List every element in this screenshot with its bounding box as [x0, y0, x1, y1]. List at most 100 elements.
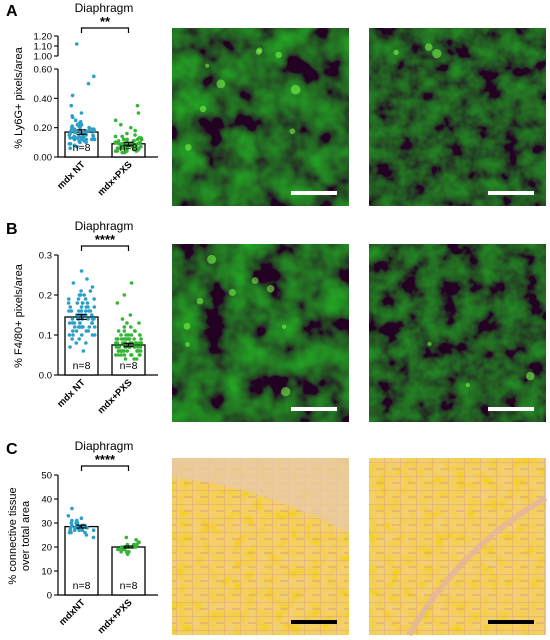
- data-point: [78, 321, 82, 325]
- fluorescent-spot: [251, 277, 259, 285]
- data-point: [76, 325, 81, 329]
- data-point: [68, 345, 72, 349]
- fluorescent-spot: [427, 341, 432, 347]
- data-point: [77, 124, 81, 128]
- data-point: [92, 325, 97, 329]
- data-point: [132, 357, 136, 361]
- data-point: [79, 289, 83, 293]
- data-point: [120, 142, 124, 146]
- data-point: [90, 137, 94, 142]
- data-point: [134, 538, 138, 542]
- data-point: [75, 518, 79, 523]
- data-point: [74, 341, 79, 345]
- data-point: [133, 341, 138, 345]
- data-point: [87, 325, 92, 329]
- data-point: [69, 530, 73, 535]
- data-point: [119, 333, 123, 337]
- data-point: [135, 137, 140, 142]
- data-point: [114, 337, 119, 341]
- scale-bar: [291, 620, 337, 624]
- micrograph-c-2: [369, 458, 548, 637]
- data-point: [70, 506, 74, 511]
- data-point: [79, 516, 84, 520]
- data-point: [122, 150, 127, 155]
- x-category-label: mdxNT: [57, 597, 88, 628]
- chart-title: Diaphragm: [75, 1, 134, 15]
- data-point: [83, 297, 88, 301]
- data-point: [68, 136, 72, 140]
- data-point: [69, 128, 73, 133]
- data-point: [113, 353, 118, 357]
- x-category-label: mdx+PXS: [96, 159, 135, 198]
- fluorescent-spot: [424, 43, 433, 51]
- chart-title: Diaphragm: [75, 439, 134, 453]
- data-point: [84, 533, 89, 537]
- data-point: [86, 317, 90, 321]
- data-point: [85, 277, 89, 281]
- data-point: [69, 103, 74, 108]
- y-tick-label: 0.0: [39, 371, 52, 382]
- scale-bar: [488, 191, 534, 195]
- data-point: [68, 526, 73, 530]
- data-point: [139, 341, 144, 345]
- micrograph-a-1: [172, 28, 349, 206]
- data-point: [79, 333, 84, 337]
- data-point: [125, 321, 129, 325]
- panel-letter: C: [6, 441, 18, 458]
- y-axis-label: % F4/80+ pixels/area: [13, 263, 25, 368]
- y-tick-label: 50: [41, 471, 52, 482]
- n-label: n=8: [120, 142, 138, 154]
- fluorescent-spot: [281, 324, 287, 330]
- x-category-label: mdx+PXS: [96, 377, 135, 416]
- connective-tissue-band: [406, 495, 548, 637]
- fluorescent-spot: [280, 386, 291, 397]
- scale-bar: [488, 407, 534, 411]
- data-point: [88, 289, 93, 293]
- data-point: [92, 333, 97, 337]
- data-point: [91, 528, 96, 532]
- n-label: n=8: [120, 360, 138, 372]
- n-label: n=8: [73, 360, 91, 372]
- data-point: [119, 337, 124, 341]
- data-point: [85, 301, 90, 305]
- significance-stars: ****: [95, 452, 116, 467]
- data-point: [118, 547, 123, 552]
- data-point: [138, 353, 142, 357]
- data-point: [74, 329, 79, 333]
- data-point: [119, 353, 124, 357]
- y-tick-label: 20: [41, 543, 52, 554]
- data-point: [122, 293, 127, 297]
- data-point: [67, 321, 72, 325]
- data-point: [77, 309, 81, 313]
- data-point: [72, 130, 77, 134]
- fluorescent-spot: [216, 79, 226, 89]
- scale-bar: [488, 620, 534, 624]
- data-point: [115, 301, 120, 305]
- x-category-label: mdx NT: [55, 377, 88, 410]
- data-point: [80, 325, 84, 329]
- data-point: [90, 313, 94, 317]
- fluorescent-spot: [266, 284, 275, 293]
- significance-stars: ****: [95, 232, 116, 247]
- fluorescent-spot: [290, 84, 301, 95]
- data-point: [137, 321, 141, 325]
- data-point: [92, 305, 97, 309]
- y-axis-label: % Ly6G+ pixels/area: [13, 46, 25, 148]
- data-point: [70, 93, 75, 98]
- data-point: [138, 333, 142, 337]
- fluorescent-spot: [228, 288, 236, 297]
- significance-bracket: [80, 27, 130, 33]
- data-point: [72, 127, 77, 131]
- fluorescent-spot: [207, 254, 217, 264]
- data-point: [77, 528, 81, 532]
- data-point: [116, 547, 120, 552]
- y-tick-label: 1.10: [34, 42, 53, 53]
- n-label: n=8: [73, 580, 91, 592]
- data-point: [116, 353, 121, 357]
- data-point: [67, 309, 71, 313]
- fluorescent-spot: [199, 105, 207, 113]
- data-point: [70, 337, 74, 341]
- micrograph-a-2: [369, 28, 546, 206]
- micrograph-c-1: [172, 458, 349, 635]
